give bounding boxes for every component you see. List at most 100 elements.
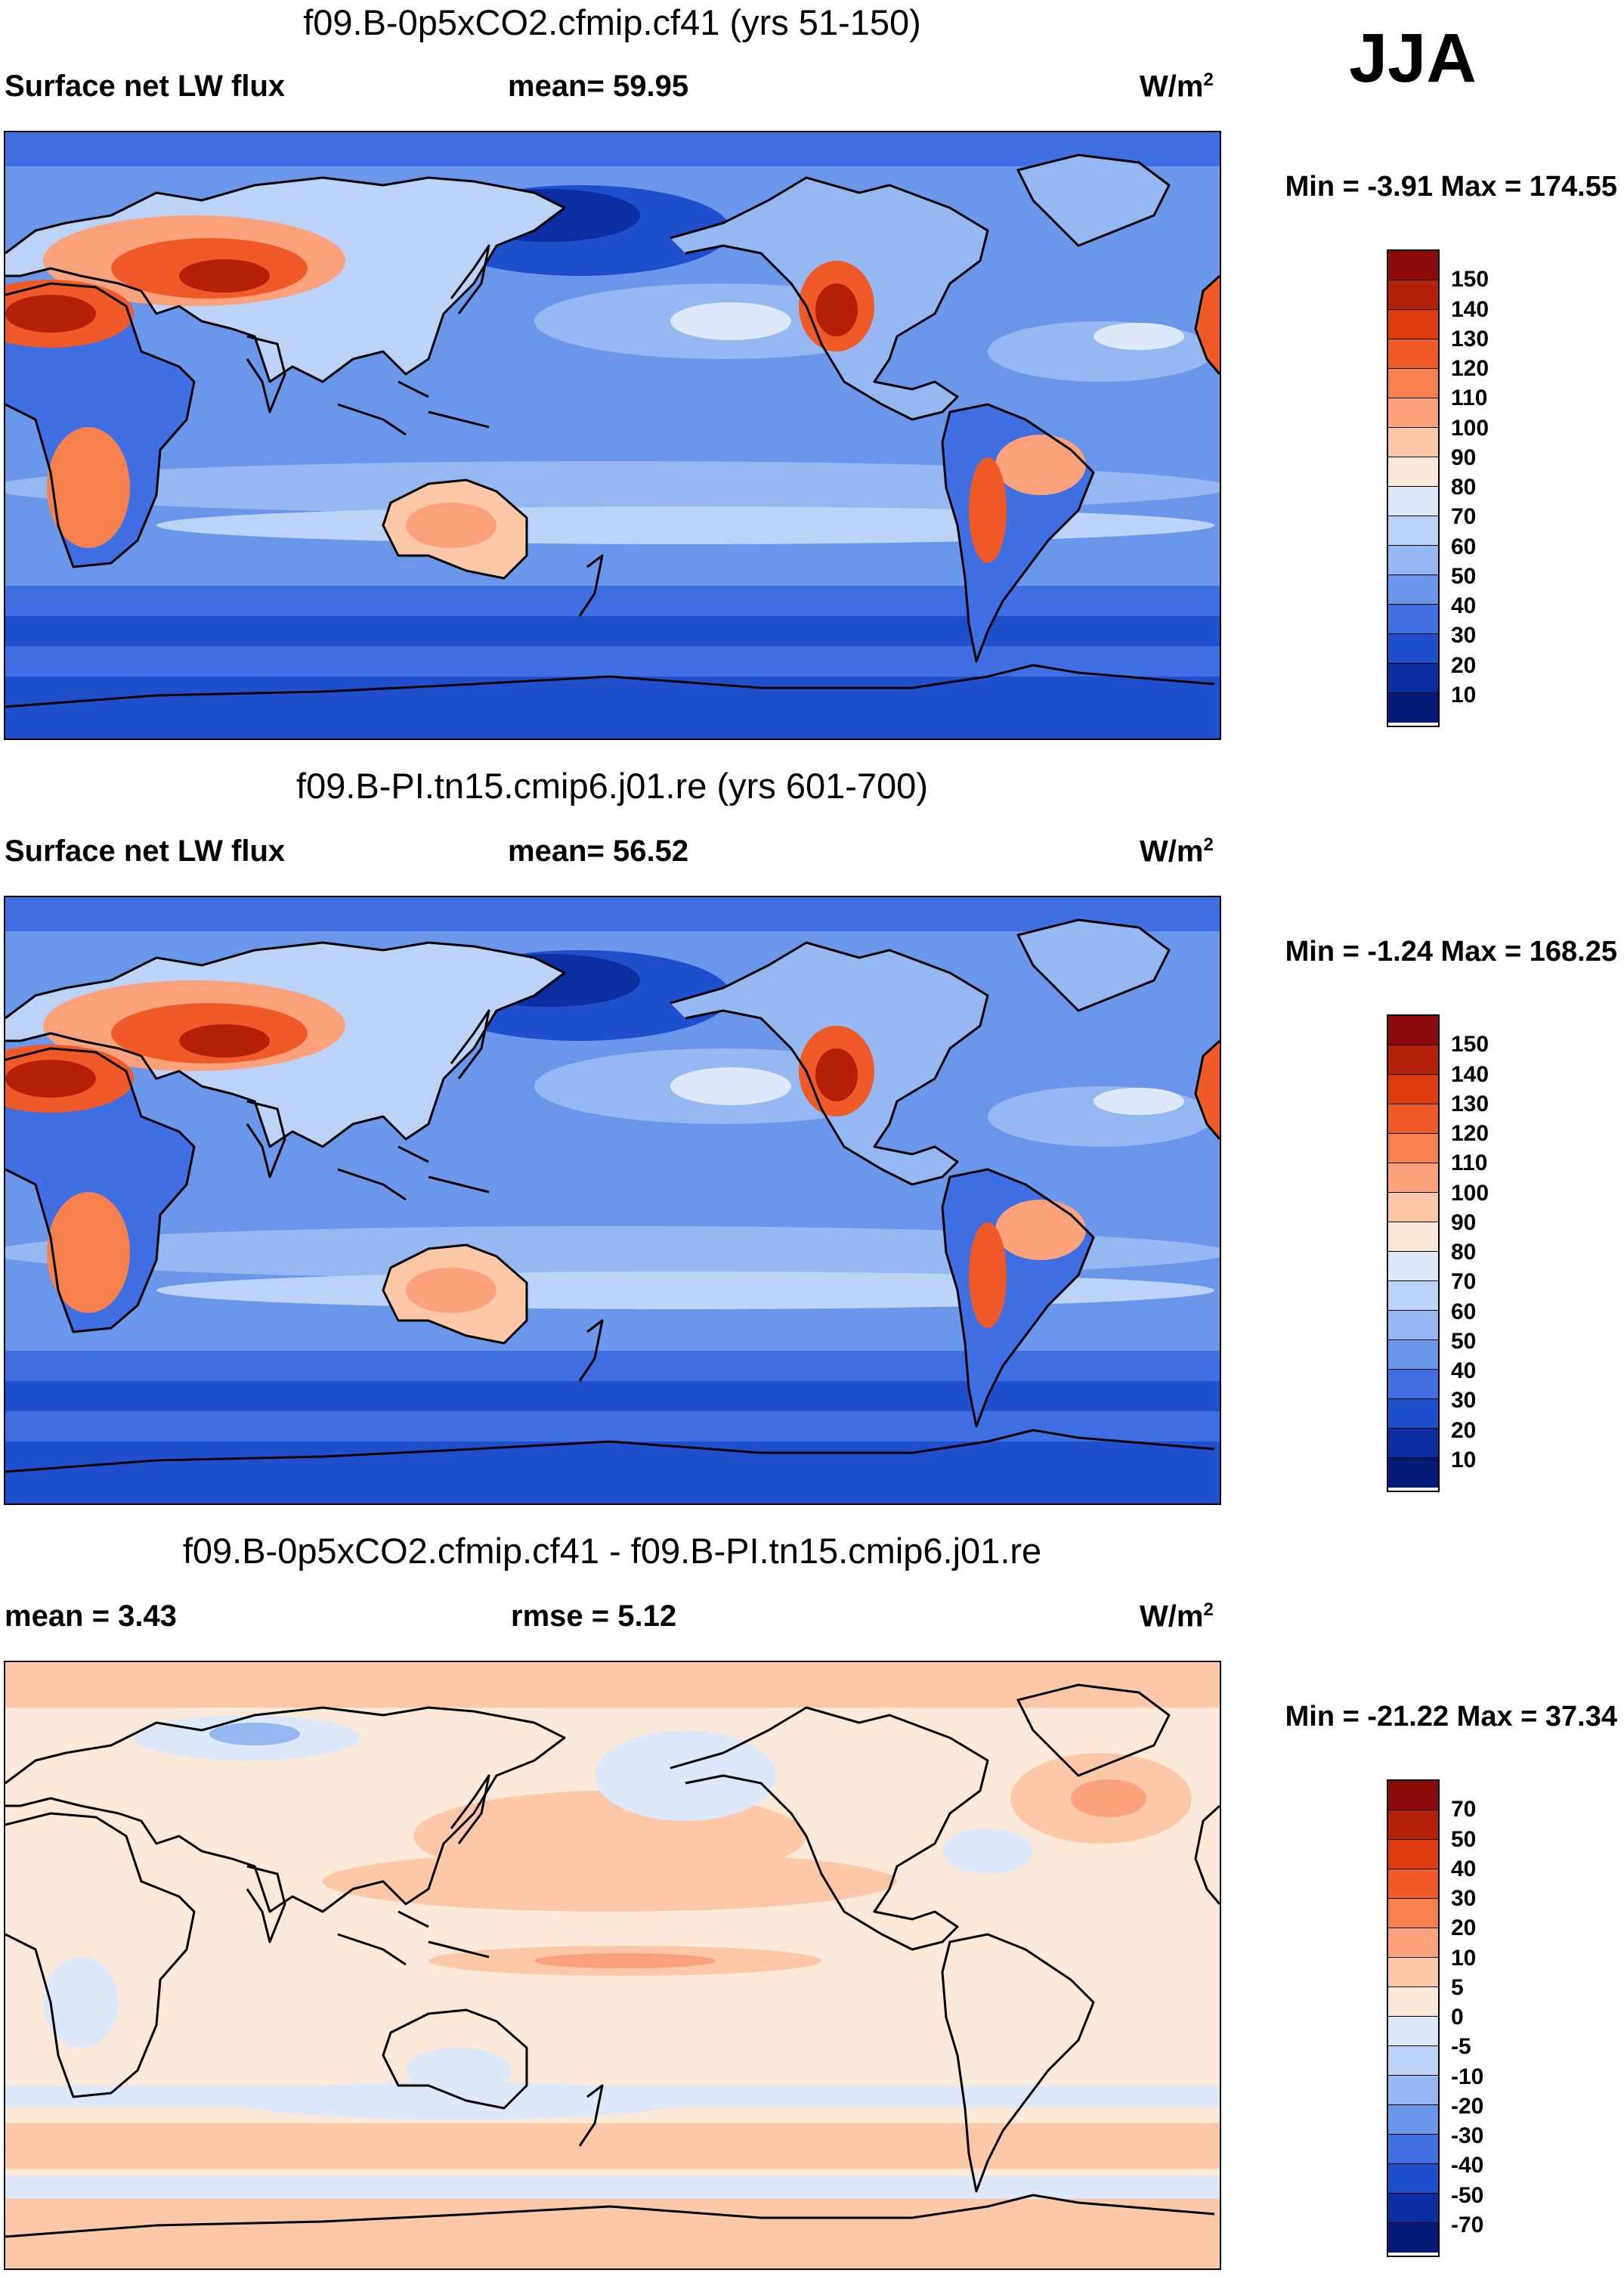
colorbar-tick-label: 10 [1451, 682, 1477, 708]
colorbar-swatch [1388, 605, 1438, 634]
colorbar-tick-label: -70 [1451, 2212, 1484, 2237]
colorbar-swatch [1388, 280, 1438, 310]
colorbar-swatch [1388, 1399, 1438, 1429]
panel-3-map-svg [5, 1662, 1220, 2268]
panel-1-minmax: Min = -3.91 Max = 174.55 [1285, 171, 1617, 203]
panel-2-mean: mean= 56.52 [508, 835, 689, 868]
panel-3-map [4, 1661, 1221, 2270]
colorbar-tick-label: -50 [1451, 2182, 1484, 2208]
colorbar-swatch [1388, 2105, 1438, 2135]
colorbar-tick-label: 40 [1451, 593, 1477, 618]
colorbar-tick-label: 50 [1451, 1826, 1477, 1852]
colorbar-tick-label: 80 [1451, 1240, 1477, 1265]
colorbar-swatch [1388, 1016, 1438, 1045]
panel-1-map-svg [5, 132, 1220, 739]
colorbar-swatch [1388, 1252, 1438, 1281]
panel-2-field-label: Surface net LW flux [5, 835, 286, 868]
colorbar-tick-label: 60 [1451, 1299, 1477, 1324]
colorbar-tick-label: -5 [1451, 2034, 1471, 2060]
colorbar-tick-label: 90 [1451, 444, 1477, 470]
colorbar-swatch [1388, 310, 1438, 339]
colorbar-swatch [1388, 664, 1438, 693]
colorbar-tick-label: 140 [1451, 296, 1489, 322]
colorbar-tick-label: 90 [1451, 1209, 1477, 1235]
colorbar-swatch [1388, 1869, 1438, 1899]
panel-1-title: f09.B-0p5xCO2.cfmip.cf41 (yrs 51-150) [303, 2, 921, 42]
colorbar-swatch [1388, 1958, 1438, 1987]
colorbar-tick-label: 70 [1451, 504, 1477, 530]
colorbar-swatch [1388, 2223, 1438, 2253]
panel-2-map-svg [5, 897, 1220, 1503]
colorbar-swatch [1388, 2194, 1438, 2223]
panel-2-minmax: Min = -1.24 Max = 168.25 [1285, 936, 1617, 968]
season-label: JJA [1349, 20, 1477, 97]
colorbar-tick-label: 70 [1451, 1269, 1477, 1295]
colorbar-tick-label: 40 [1451, 1358, 1477, 1383]
colorbar-swatch [1388, 1075, 1438, 1104]
colorbar-swatch [1388, 1281, 1438, 1311]
colorbar-swatch [1388, 546, 1438, 575]
colorbar-swatch [1388, 1045, 1438, 1075]
panel-2-colorbar [1387, 1014, 1440, 1492]
colorbar-tick-label: 10 [1451, 1945, 1477, 1971]
colorbar-swatch [1388, 1370, 1438, 1399]
colorbar-swatch [1388, 1104, 1438, 1134]
colorbar-swatch [1388, 1222, 1438, 1252]
colorbar-tick-label: 30 [1451, 623, 1477, 649]
colorbar-swatch [1388, 2046, 1438, 2076]
colorbar-tick-label: 40 [1451, 1856, 1477, 1881]
colorbar-tick-label: 110 [1451, 386, 1488, 411]
colorbar-tick-label: 100 [1451, 415, 1489, 441]
colorbar-swatch [1388, 1311, 1438, 1340]
panel-2-map [4, 896, 1221, 1505]
panel-3-minmax: Min = -21.22 Max = 37.34 [1285, 1701, 1617, 1733]
colorbar-swatch [1388, 2135, 1438, 2164]
colorbar-tick-label: 120 [1451, 1121, 1489, 1146]
colorbar-tick-label: 150 [1451, 267, 1489, 293]
panel-3-title: f09.B-0p5xCO2.cfmip.cf41 - f09.B-PI.tn15… [182, 1531, 1042, 1571]
colorbar-tick-label: 150 [1451, 1032, 1489, 1057]
colorbar-tick-label: -30 [1451, 2123, 1484, 2148]
colorbar-tick-label: 110 [1451, 1150, 1488, 1176]
panel-1-mean: mean= 59.95 [508, 70, 689, 103]
colorbar-swatch [1388, 251, 1438, 280]
colorbar-swatch [1388, 1928, 1438, 1958]
colorbar-swatch [1388, 2164, 1438, 2194]
colorbar-swatch [1388, 1458, 1438, 1488]
panel-1-colorbar [1387, 249, 1440, 727]
colorbar-tick-label: 20 [1451, 1417, 1477, 1443]
colorbar-swatch [1388, 575, 1438, 605]
colorbar-tick-label: 140 [1451, 1061, 1489, 1087]
colorbar-swatch [1388, 1134, 1438, 1163]
colorbar-swatch [1388, 1810, 1438, 1840]
colorbar-swatch [1388, 1193, 1438, 1222]
colorbar-swatch [1388, 398, 1438, 428]
panel-2-units: W/m2 [1140, 835, 1214, 869]
colorbar-tick-label: 20 [1451, 1915, 1477, 1941]
colorbar-swatch [1388, 1899, 1438, 1928]
colorbar-swatch [1388, 2017, 1438, 2046]
panel-3-colorbar [1387, 1779, 1440, 2257]
colorbar-tick-label: 70 [1451, 1797, 1477, 1822]
colorbar-swatch [1388, 1840, 1438, 1869]
colorbar-tick-label: 50 [1451, 1328, 1477, 1354]
colorbar-swatch [1388, 693, 1438, 723]
colorbar-swatch [1388, 1781, 1438, 1810]
colorbar-tick-label: 120 [1451, 356, 1489, 381]
colorbar-tick-label: -40 [1451, 2153, 1484, 2178]
colorbar-swatch [1388, 487, 1438, 516]
colorbar-swatch [1388, 1340, 1438, 1370]
colorbar-swatch [1388, 428, 1438, 457]
panel-3-units: W/m2 [1140, 1599, 1214, 1633]
panel-2-title: f09.B-PI.tn15.cmip6.j01.re (yrs 601-700) [296, 766, 928, 806]
colorbar-swatch [1388, 339, 1438, 369]
colorbar-swatch [1388, 634, 1438, 664]
panel-1-map [4, 131, 1221, 740]
colorbar-swatch [1388, 516, 1438, 546]
colorbar-swatch [1388, 369, 1438, 398]
colorbar-tick-label: 50 [1451, 563, 1477, 589]
colorbar-swatch [1388, 1429, 1438, 1458]
colorbar-tick-label: 20 [1451, 652, 1477, 678]
colorbar-swatch [1388, 1987, 1438, 2017]
colorbar-swatch [1388, 2076, 1438, 2105]
